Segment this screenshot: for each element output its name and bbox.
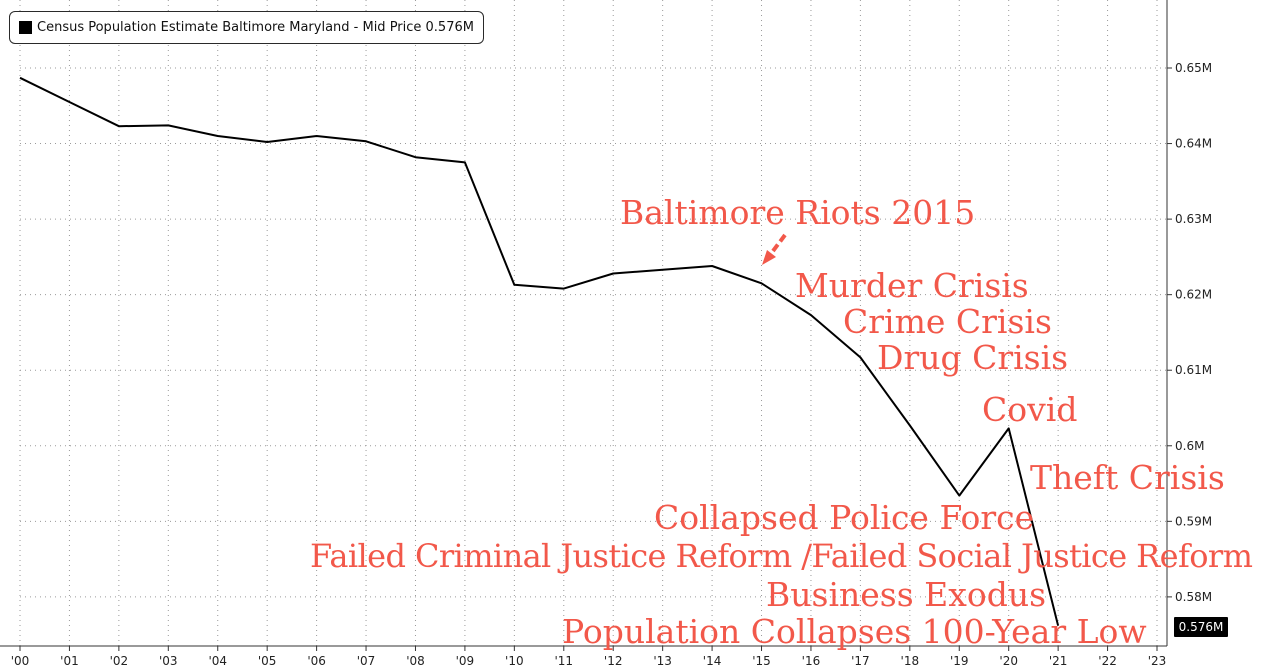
- x-tick-label: '14: [703, 654, 722, 668]
- data-series: [19, 76, 1060, 626]
- x-tick-label: '07: [357, 654, 376, 668]
- axes: '00 '01 '02 '03 '04 '05 '06 '07 '08 '09 '10 '11 '12 '…: [0, 0, 1212, 668]
- x-tick-label: '19: [950, 654, 969, 668]
- y-tick-label: 0.65M: [1175, 61, 1212, 75]
- x-tick-label: '09: [456, 654, 475, 668]
- grid-lines: [19, 0, 1167, 646]
- annotation-covid: Covid: [982, 390, 1078, 429]
- x-tick-label: '02: [110, 654, 129, 668]
- y-tick-label: 0.64M: [1175, 137, 1212, 151]
- x-tick-label: '11: [554, 654, 573, 668]
- annotation-murder: Murder Crisis: [795, 266, 1029, 305]
- x-tick-label: '23: [1148, 654, 1167, 668]
- legend-label: Census Population Estimate Baltimore Mar…: [37, 20, 474, 35]
- x-tick-label: '00: [11, 654, 30, 668]
- annotation-police: Collapsed Police Force: [654, 498, 1035, 537]
- y-tick-label: 0.61M: [1175, 363, 1212, 377]
- x-tick-label: '10: [505, 654, 524, 668]
- x-tick-label: '01: [60, 654, 79, 668]
- x-tick-label: '04: [208, 654, 227, 668]
- x-tick-label: '21: [1049, 654, 1068, 668]
- riots-arrow-head: [762, 250, 776, 265]
- riots-arrow-shaft: [768, 233, 787, 257]
- legend-swatch-icon: [19, 21, 32, 34]
- annotation-reform: Failed Criminal Justice Reform /Failed S…: [310, 537, 1253, 575]
- riots-arrow: [762, 233, 787, 265]
- y-tick-label: 0.62M: [1175, 288, 1212, 302]
- x-tick-label: '18: [901, 654, 920, 668]
- x-tick-label: '12: [604, 654, 623, 668]
- x-tick-label: '22: [1098, 654, 1117, 668]
- x-tick-label: '15: [752, 654, 771, 668]
- x-tick-label: '08: [406, 654, 425, 668]
- annotation-crime: Crime Crisis: [843, 302, 1052, 341]
- x-tick-label: '20: [999, 654, 1018, 668]
- legend: Census Population Estimate Baltimore Mar…: [9, 11, 484, 44]
- series-line: [19, 76, 1060, 626]
- y-tick-label: 0.63M: [1175, 212, 1212, 226]
- x-tick-label: '06: [307, 654, 326, 668]
- x-tick-label: '03: [159, 654, 178, 668]
- last-value-badge: 0.576M: [1174, 617, 1228, 637]
- y-tick-label: 0.6M: [1175, 439, 1204, 453]
- y-tick-label: 0.58M: [1175, 590, 1212, 604]
- annotation-drug: Drug Crisis: [877, 338, 1069, 377]
- annotation-riots: Baltimore Riots 2015: [620, 193, 976, 232]
- x-tick-label: '13: [653, 654, 672, 668]
- annotation-collapse: Population Collapses 100-Year Low: [562, 612, 1147, 651]
- annotation-theft: Theft Crisis: [1030, 458, 1225, 497]
- x-tick-label: '05: [258, 654, 277, 668]
- x-tick-label: '16: [802, 654, 821, 668]
- y-tick-label: 0.59M: [1175, 514, 1212, 528]
- x-tick-label: '17: [851, 654, 870, 668]
- annotation-exodus: Business Exodus: [766, 575, 1047, 614]
